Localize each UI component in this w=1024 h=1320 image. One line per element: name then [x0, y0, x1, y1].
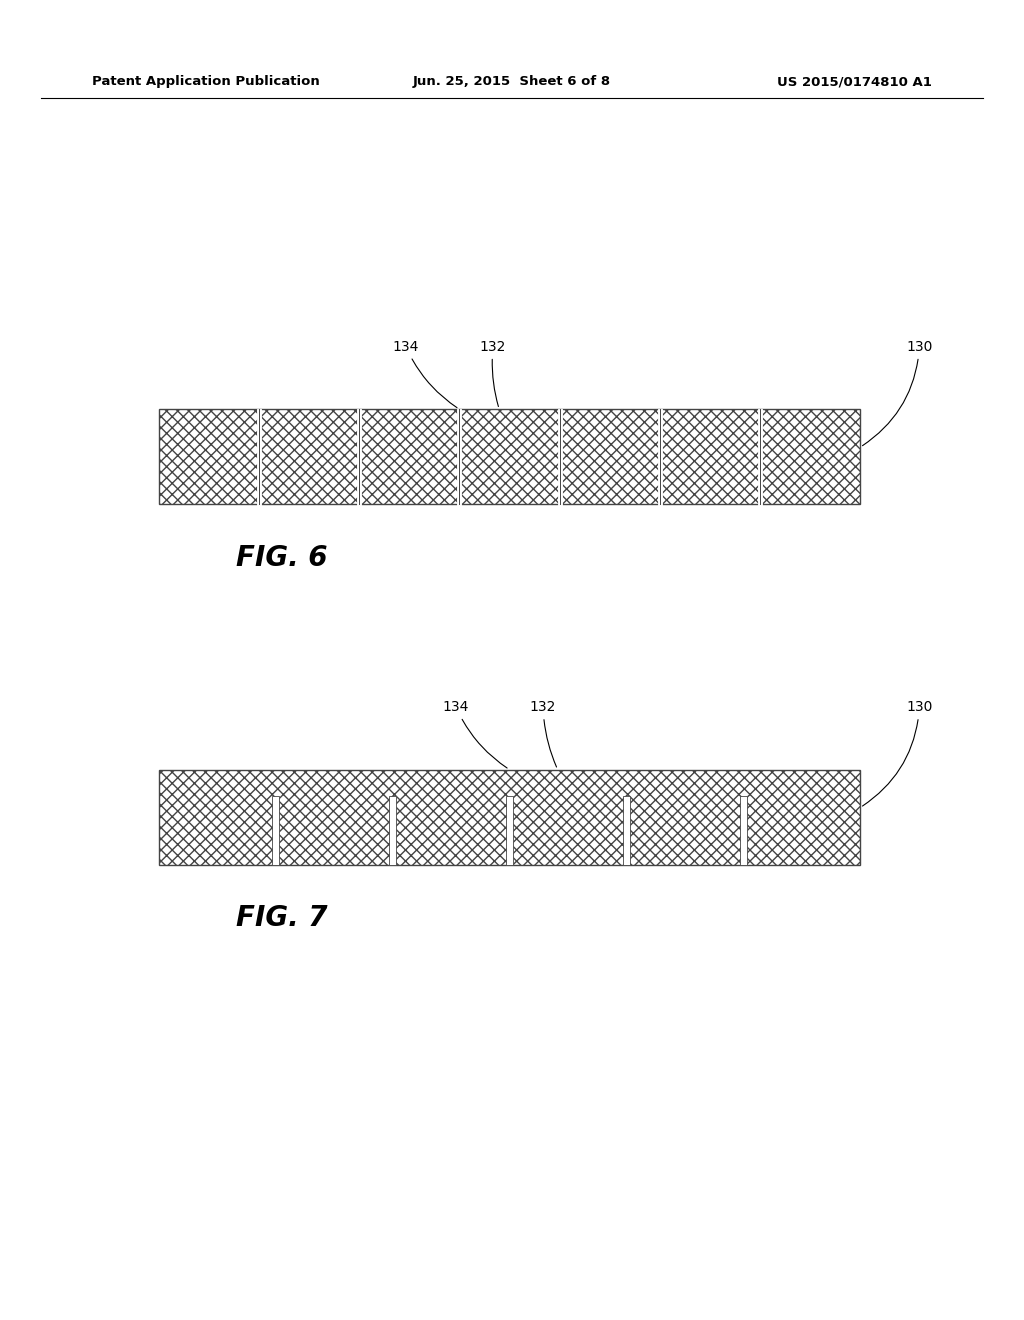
Bar [159, 409, 860, 504]
Text: US 2015/0174810 A1: US 2015/0174810 A1 [777, 75, 932, 88]
Text: 134: 134 [393, 339, 457, 408]
Text: 130: 130 [862, 700, 933, 807]
Text: FIG. 6: FIG. 6 [236, 544, 328, 572]
Bar [623, 796, 630, 865]
Text: 132: 132 [530, 700, 556, 767]
Text: Patent Application Publication: Patent Application Publication [92, 75, 319, 88]
Bar [506, 796, 513, 865]
Text: 132: 132 [480, 339, 506, 407]
Bar [272, 796, 280, 865]
Text: 130: 130 [862, 339, 933, 446]
Text: 134: 134 [443, 700, 507, 768]
Text: Jun. 25, 2015  Sheet 6 of 8: Jun. 25, 2015 Sheet 6 of 8 [413, 75, 611, 88]
Text: FIG. 7: FIG. 7 [236, 904, 328, 932]
Bar [159, 770, 860, 865]
Bar [389, 796, 396, 865]
Bar [739, 796, 746, 865]
